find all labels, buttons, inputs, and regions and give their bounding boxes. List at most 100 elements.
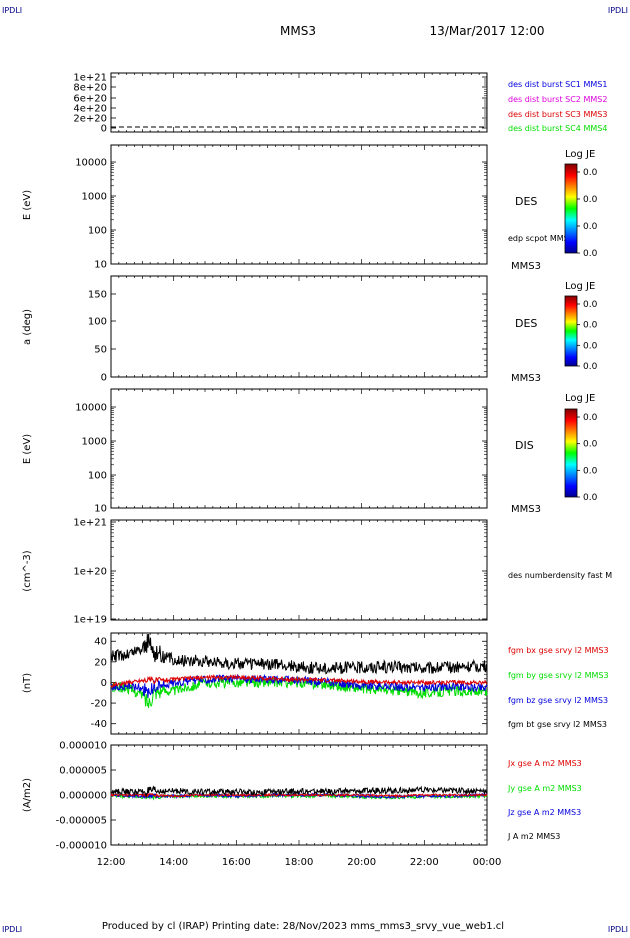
x-tick-label: 14:00 bbox=[159, 857, 188, 868]
corner-logo-bottom-right: IPDLI bbox=[608, 925, 628, 934]
y-tick-label: -20 bbox=[91, 699, 107, 710]
y-tick-label: 4e+20 bbox=[73, 104, 107, 115]
y-tick-label: 20 bbox=[94, 657, 107, 668]
colorbar bbox=[564, 295, 578, 367]
legend-entry: fgm bt gse srvy l2 MMS3 bbox=[508, 720, 607, 729]
y-tick-label: 1e+20 bbox=[73, 567, 107, 578]
panel-frame bbox=[110, 275, 488, 378]
y-axis-label: E (eV) bbox=[22, 190, 33, 220]
panel-current-density: 0.000010 0.000005 0.000000 -0.000005 -0.0000… bbox=[22, 741, 582, 852]
legend-entry: des dist burst SC3 MMS3 bbox=[508, 110, 607, 119]
spacecraft-label: MMS3 bbox=[511, 504, 541, 515]
legend-entry: fgm by gse srvy l2 MMS3 bbox=[508, 671, 609, 680]
y-tick-label: 40 bbox=[94, 637, 107, 648]
colorbar-tick-label: 0.0 bbox=[583, 440, 598, 450]
spacecraft-label: MMS3 bbox=[511, 373, 541, 384]
x-tick-label: 16:00 bbox=[222, 857, 251, 868]
y-tick-label: 1000 bbox=[82, 192, 107, 203]
panel-frame bbox=[110, 72, 488, 133]
legend-entry: edp scpot MMS3 bbox=[508, 234, 574, 243]
legend-entry: Jy gse A m2 MMS3 bbox=[507, 784, 582, 793]
y-tick-label: 0.000005 bbox=[59, 766, 107, 777]
plot-datetime: 13/Mar/2017 12:00 bbox=[430, 24, 545, 38]
colorbar-tick-label: 0.0 bbox=[583, 362, 598, 372]
instrument-label: DES bbox=[515, 317, 537, 330]
y-tick-label: 100 bbox=[88, 226, 107, 237]
y-tick-label: 0.000010 bbox=[59, 741, 107, 752]
y-axis-label: (nT) bbox=[22, 673, 33, 693]
y-tick-label: 0 bbox=[101, 678, 107, 689]
y-axis-label: (A/m2) bbox=[22, 778, 33, 812]
y-axis-label: (cm^-3) bbox=[22, 550, 33, 591]
y-tick-label: 2e+20 bbox=[73, 114, 107, 125]
x-tick-label: 00:00 bbox=[473, 857, 502, 868]
corner-logo-top-left: IPDLI bbox=[2, 6, 22, 15]
series-line bbox=[110, 673, 488, 688]
instrument-label: DIS bbox=[515, 439, 534, 452]
x-tick-label: 18:00 bbox=[285, 857, 314, 868]
x-tick-label: 20:00 bbox=[347, 857, 376, 868]
legend-entry: J A m2 MMS3 bbox=[507, 832, 560, 841]
panel-dis-energy: 10000 1000 100 10 E (eV) DIS MMS3 Log JE 0.0 0.0 0… bbox=[22, 388, 598, 515]
y-axis-label: a (deg) bbox=[22, 309, 33, 345]
colorbar-title: Log JE bbox=[565, 393, 595, 404]
panel-fgm: 40 20 0 -20 -40 (nT) fgm bx gse srvy l2 MMS3 fg… bbox=[22, 632, 609, 735]
colorbar-title: Log JE bbox=[565, 281, 595, 292]
panel-des-energy: 10000 1000 100 10 E (eV) DES MMS3 edp scpot MMS… bbox=[22, 144, 598, 272]
colorbar-tick-label: 0.0 bbox=[583, 466, 598, 476]
series-line bbox=[110, 633, 488, 675]
y-tick-label: -40 bbox=[91, 719, 107, 730]
y-tick-label: 1e+19 bbox=[73, 615, 107, 626]
y-tick-label: 1000 bbox=[82, 437, 107, 448]
y-tick-label: -0.000010 bbox=[56, 841, 107, 852]
panel-frame bbox=[110, 388, 488, 509]
series-line bbox=[110, 785, 488, 798]
footer-credits: Produced by cl (IRAP) Printing date: 28/… bbox=[102, 921, 504, 932]
y-tick-label: 0.000000 bbox=[59, 791, 107, 802]
y-tick-label: 100 bbox=[88, 317, 107, 328]
colorbar-tick-label: 0.0 bbox=[583, 168, 598, 178]
colorbar-title: Log JE bbox=[565, 149, 595, 160]
colorbar-tick-label: 0.0 bbox=[583, 493, 598, 503]
legend-entry: fgm bx gse srvy l2 MMS3 bbox=[508, 646, 609, 655]
colorbar-tick-label: 0.0 bbox=[583, 195, 598, 205]
colorbar bbox=[564, 408, 578, 498]
y-tick-label: 1e+21 bbox=[73, 518, 107, 529]
panel-frame bbox=[110, 144, 488, 265]
time-axis: 12:00 14:00 16:00 18:00 20:00 22:00 00:00 bbox=[97, 857, 502, 868]
y-tick-label: -0.000005 bbox=[56, 816, 107, 827]
y-tick-label: 150 bbox=[88, 290, 107, 301]
panel-des-density: 1e+21 1e+20 1e+19 (cm^-3) des numberdensity … bbox=[22, 518, 612, 626]
y-tick-label: 10 bbox=[94, 504, 107, 515]
colorbar-tick-label: 0.0 bbox=[583, 321, 598, 331]
y-tick-label: 10000 bbox=[75, 403, 107, 414]
y-tick-label: 6e+20 bbox=[73, 94, 107, 105]
series-line bbox=[110, 673, 488, 698]
y-tick-label: 100 bbox=[88, 471, 107, 482]
colorbar-tick-label: 0.0 bbox=[583, 249, 598, 259]
y-tick-label: 0 bbox=[101, 373, 107, 384]
series-line bbox=[110, 791, 488, 799]
panel-frame bbox=[110, 519, 488, 621]
instrument-label: DES bbox=[515, 195, 537, 208]
colorbar-tick-label: 0.0 bbox=[583, 413, 598, 423]
colorbar-tick-label: 0.0 bbox=[583, 341, 598, 351]
legend-entry: Jz gse A m2 MMS3 bbox=[507, 808, 581, 817]
legend-entry: des dist burst SC2 MMS2 bbox=[508, 95, 607, 104]
panel-des-pitch: 150 100 50 0 a (deg) DES MMS3 Log JE 0.0 0.0 0.0 0.… bbox=[22, 275, 598, 384]
y-tick-label: 50 bbox=[94, 345, 107, 356]
legend-entry: des numberdensity fast M bbox=[508, 571, 612, 580]
y-tick-label: 10 bbox=[94, 260, 107, 271]
y-tick-label: 0 bbox=[101, 124, 107, 135]
plot-title: MMS3 bbox=[280, 24, 316, 38]
colorbar-tick-label: 0.0 bbox=[583, 222, 598, 232]
y-tick-label: 10000 bbox=[75, 158, 107, 169]
x-tick-label: 22:00 bbox=[410, 857, 439, 868]
y-axis-label: E (eV) bbox=[22, 434, 33, 464]
legend-entry: fgm bz gse srvy l2 MMS3 bbox=[508, 696, 608, 705]
legend-entry: des dist burst SC1 MMS1 bbox=[508, 80, 607, 89]
y-tick-label: 8e+20 bbox=[73, 83, 107, 94]
corner-logo-top-right: IPDLI bbox=[608, 6, 628, 15]
